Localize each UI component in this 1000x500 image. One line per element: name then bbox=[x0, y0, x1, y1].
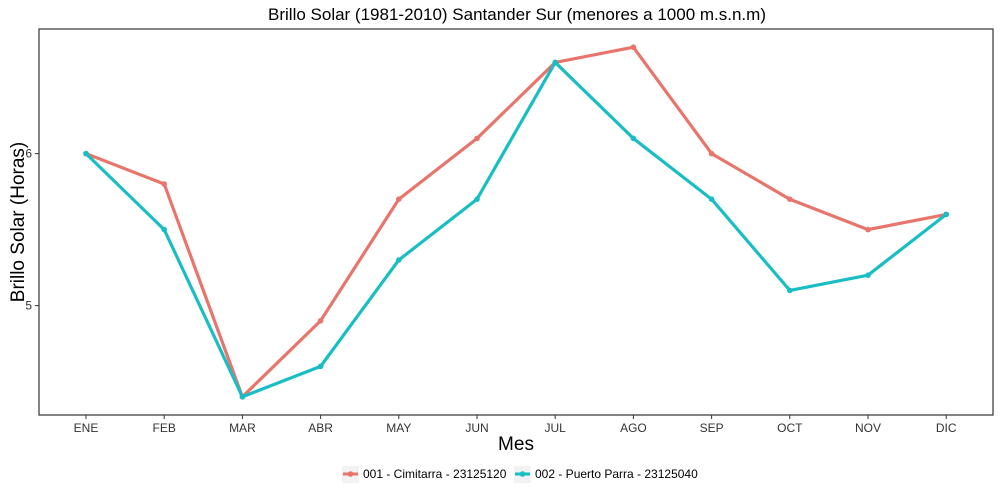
data-point bbox=[474, 135, 480, 142]
x-tick-label: MAR bbox=[229, 421, 256, 435]
legend-label: 001 - Cimitarra - 23125120 bbox=[363, 467, 507, 481]
x-tick-label: JUL bbox=[545, 421, 567, 435]
data-point bbox=[239, 393, 246, 400]
y-axis-title: Brillo Solar (Horas) bbox=[8, 142, 29, 302]
x-tick-label: MAY bbox=[386, 421, 411, 435]
x-tick-label: FEB bbox=[153, 421, 176, 435]
data-point bbox=[552, 59, 558, 66]
series-line-2 bbox=[84, 60, 948, 399]
x-tick-label: SEP bbox=[700, 421, 724, 435]
series-line-1 bbox=[84, 45, 948, 399]
data-point bbox=[396, 257, 402, 263]
series-layer bbox=[83, 44, 949, 400]
x-axis-title: Mes bbox=[498, 434, 534, 455]
data-point bbox=[865, 226, 871, 233]
data-point bbox=[787, 196, 793, 203]
x-tick-label: DIC bbox=[936, 421, 957, 435]
data-point bbox=[474, 196, 480, 203]
data-point bbox=[865, 272, 871, 278]
data-point bbox=[630, 135, 637, 142]
data-point bbox=[317, 363, 324, 370]
legend-item-1: 001 - Cimitarra - 23125120 bbox=[342, 466, 507, 483]
chart-title: Brillo Solar (1981-2010) Santander Sur (… bbox=[268, 5, 766, 24]
data-point bbox=[787, 287, 793, 294]
data-point bbox=[708, 150, 715, 157]
x-tick-label: ABR bbox=[308, 421, 333, 435]
legend-key-point bbox=[347, 471, 354, 477]
x-tick-label: OCT bbox=[777, 421, 803, 435]
x-tick-label: AGO bbox=[620, 421, 647, 435]
data-point bbox=[630, 44, 637, 51]
data-point bbox=[396, 196, 402, 203]
y-tick-label: 5 bbox=[25, 299, 32, 313]
data-point bbox=[83, 150, 89, 157]
data-point bbox=[161, 226, 167, 233]
x-tick-label: NOV bbox=[855, 421, 881, 435]
legend-item-2: 002 - Puerto Parra - 23125040 bbox=[514, 466, 698, 483]
plot-panel bbox=[38, 28, 994, 416]
x-tick-label: ENE bbox=[74, 421, 99, 435]
x-tick-label: JUN bbox=[465, 421, 488, 435]
legend: 001 - Cimitarra - 23125120 002 - Puerto P… bbox=[342, 466, 698, 483]
x-axis: ENE FEB MAR ABR MAY JUN JUL AGO SEP OCT NOV DIC bbox=[74, 415, 957, 435]
y-tick-label: 6 bbox=[25, 147, 32, 161]
data-point bbox=[317, 317, 324, 324]
legend-key-point bbox=[519, 471, 526, 477]
data-point bbox=[943, 211, 949, 218]
data-point bbox=[708, 196, 715, 203]
legend-label: 002 - Puerto Parra - 23125040 bbox=[535, 467, 698, 481]
data-point bbox=[161, 181, 167, 187]
y-axis: 56 bbox=[25, 147, 39, 313]
